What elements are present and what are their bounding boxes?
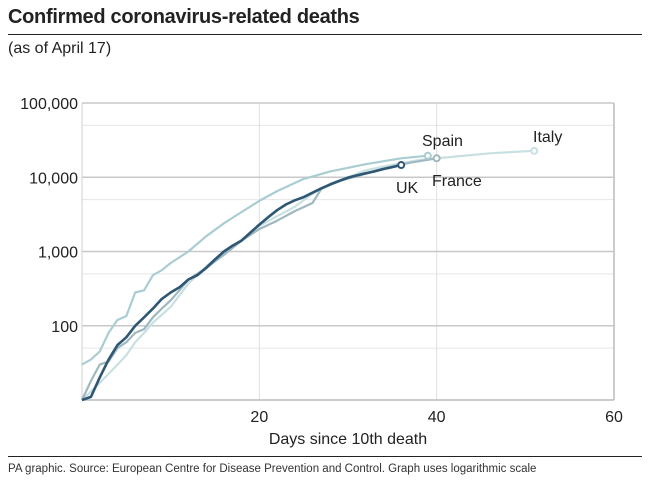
series-label-uk: UK <box>396 180 419 197</box>
end-marker-france <box>432 154 441 163</box>
end-marker-uk <box>397 161 406 170</box>
series-label-france: France <box>432 173 482 190</box>
chart-title: Confirmed coronavirus-related deaths <box>8 6 360 28</box>
y-tick-label: 10,000 <box>29 170 78 187</box>
x-tick-label: 20 <box>250 409 268 426</box>
y-tick-label: 100 <box>51 319 78 336</box>
y-tick-label: 1,000 <box>38 245 78 262</box>
x-tick-label: 40 <box>428 409 446 426</box>
chart-subtitle: (as of April 17) <box>8 40 112 57</box>
y-tick-label: 100,000 <box>20 96 78 113</box>
series-line-uk <box>81 163 402 402</box>
x-axis-label: Days since 10th death <box>269 431 427 448</box>
series-label-spain: Spain <box>422 133 463 150</box>
end-marker-italy <box>530 146 539 155</box>
end-marker-spain <box>423 151 432 160</box>
series-label-italy: Italy <box>533 129 562 146</box>
source-footer: PA graphic. Source: European Centre for … <box>8 463 537 475</box>
title-rule <box>8 34 642 35</box>
x-tick-label: 60 <box>605 409 623 426</box>
series-line-spain <box>81 154 428 366</box>
footer-rule <box>8 456 642 457</box>
